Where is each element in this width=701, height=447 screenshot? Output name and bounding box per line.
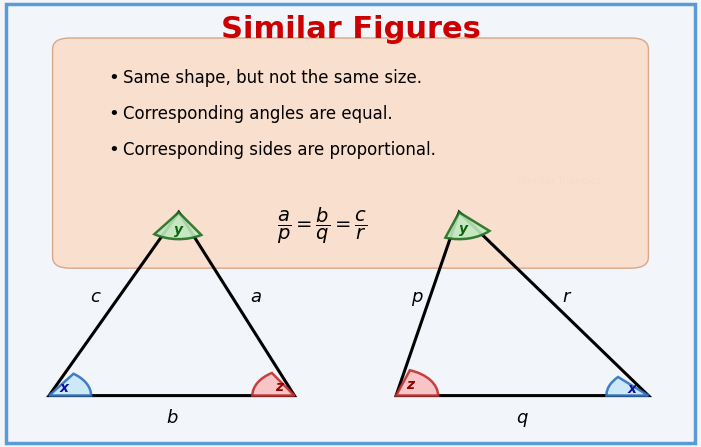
Text: $\dfrac{a}{p} = \dfrac{b}{q} = \dfrac{c}{r}$: $\dfrac{a}{p} = \dfrac{b}{q} = \dfrac{c}… xyxy=(277,206,367,246)
Text: x: x xyxy=(628,382,637,396)
Text: •: • xyxy=(109,141,119,159)
Wedge shape xyxy=(396,370,438,396)
Text: z: z xyxy=(406,379,414,392)
Text: Similar Triangles: Similar Triangles xyxy=(521,176,601,186)
Text: z: z xyxy=(275,380,283,394)
Wedge shape xyxy=(49,374,91,396)
Text: x: x xyxy=(60,380,69,395)
Text: a: a xyxy=(250,288,261,306)
Text: •: • xyxy=(109,105,119,123)
Text: y: y xyxy=(458,222,468,236)
Text: Same shape, but not the same size.: Same shape, but not the same size. xyxy=(123,69,422,87)
Text: y: y xyxy=(174,223,183,237)
Text: Similar Figures: Similar Figures xyxy=(221,15,480,43)
Text: p: p xyxy=(411,288,423,306)
Text: b: b xyxy=(166,409,177,427)
Wedge shape xyxy=(445,212,489,239)
Wedge shape xyxy=(154,212,201,239)
Text: q: q xyxy=(517,409,528,427)
Wedge shape xyxy=(252,373,294,396)
Text: Corresponding sides are proportional.: Corresponding sides are proportional. xyxy=(123,141,435,159)
Text: •: • xyxy=(109,69,119,87)
Text: c: c xyxy=(90,288,100,306)
Wedge shape xyxy=(606,377,648,396)
Text: r: r xyxy=(563,288,570,306)
Text: Corresponding angles are equal.: Corresponding angles are equal. xyxy=(123,105,393,123)
FancyBboxPatch shape xyxy=(53,38,648,268)
